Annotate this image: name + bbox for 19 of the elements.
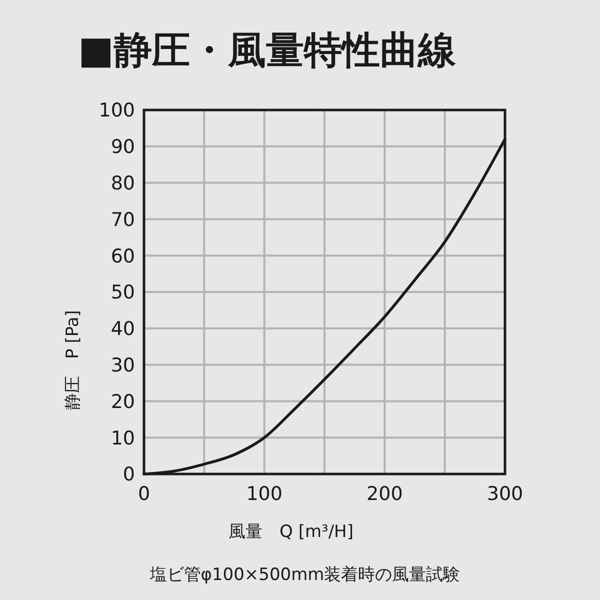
x-axis-title: 風量 Q [m³/H] [228,522,354,542]
y-tick-label: 60 [110,245,135,268]
y-tick-label: 80 [110,172,135,194]
chart-title: ■静圧・風量特性曲線 [78,28,457,72]
y-tick-label: 10 [110,427,135,450]
y-tick-label: 90 [110,136,135,158]
text: 塩ビ管φ100×500mm装着時の風量試験 [148,565,460,585]
y-tick-label: 50 [110,282,135,304]
y-axis-title: 静圧 P [Pa] [63,310,83,410]
y-tick-label: 70 [110,208,135,231]
x-tick-label: 200 [366,483,403,505]
y-tick-label: 20 [110,390,135,413]
x-tick-label: 100 [246,483,282,505]
y-tick-label: 30 [110,354,135,376]
x-tick-label: 0 [138,483,150,505]
y-tick-label: 40 [110,318,135,340]
x-tick-label: 300 [486,483,524,505]
y-tick-label: 0 [122,464,135,486]
y-tick-label: 100 [98,100,135,122]
